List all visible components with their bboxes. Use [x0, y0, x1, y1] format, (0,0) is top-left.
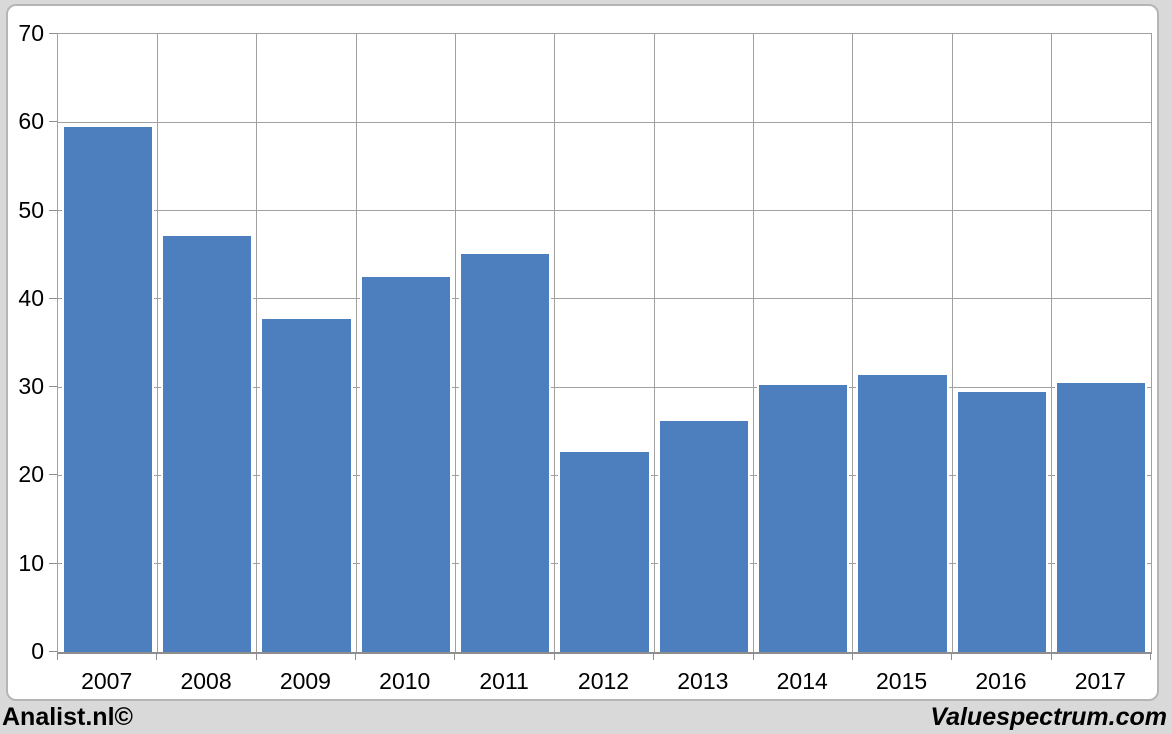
y-tick-mark [49, 386, 57, 388]
y-tick-label: 10 [18, 549, 44, 576]
y-tick-label: 20 [18, 461, 44, 488]
y-gridline [58, 298, 1151, 300]
y-gridline [58, 386, 1151, 388]
y-tick-mark [49, 297, 57, 299]
x-tick-label: 2017 [1074, 668, 1126, 694]
bar [260, 317, 353, 652]
x-tick-mark [951, 653, 953, 660]
x-tick-mark [752, 653, 754, 660]
x-gridline [256, 34, 258, 652]
bar [160, 234, 254, 652]
y-gridline [58, 121, 1151, 123]
y-tick-label: 50 [18, 196, 44, 223]
bar [61, 124, 154, 652]
bar [757, 382, 850, 652]
x-tick-label: 2013 [677, 668, 729, 694]
x-tick-mark [57, 653, 58, 660]
y-tick-mark [49, 562, 57, 564]
watermark-valuespectrum: Valuespectrum.com [930, 703, 1167, 731]
x-tick-mark [653, 653, 655, 660]
footer: Analist.nl© Valuespectrum.com [0, 701, 1172, 734]
x-tick-label: 2007 [81, 668, 133, 694]
x-tick-label: 2008 [180, 668, 232, 694]
y-tick-mark [49, 474, 57, 476]
bar [458, 252, 552, 652]
bar [558, 449, 651, 652]
y-tick-label: 60 [18, 108, 44, 135]
bar [657, 418, 751, 652]
x-gridline [554, 34, 556, 652]
y-tick-label: 40 [18, 284, 44, 311]
bar [1055, 380, 1148, 652]
y-tick-label: 30 [18, 373, 44, 400]
x-gridline [355, 34, 357, 652]
x-tick-mark [255, 653, 257, 660]
y-tick-mark [49, 33, 57, 34]
bar [856, 373, 949, 652]
x-gridline [852, 34, 854, 652]
y-tick-mark [49, 209, 57, 211]
plot-area [57, 33, 1152, 654]
x-tick-mark [156, 653, 158, 660]
x-gridline [753, 34, 755, 652]
x-tick-mark [1150, 653, 1151, 660]
y-tick-label: 70 [18, 20, 44, 46]
x-gridline [653, 34, 655, 652]
x-tick-label: 2011 [479, 668, 529, 694]
x-tick-mark [454, 653, 456, 660]
y-gridline [58, 210, 1151, 212]
x-gridline [156, 34, 158, 652]
x-tick-label: 2015 [876, 668, 928, 694]
x-gridline [454, 34, 456, 652]
y-tick-mark [49, 121, 57, 123]
x-tick-label: 2014 [776, 668, 828, 694]
bar [955, 389, 1049, 652]
x-tick-mark [1050, 653, 1052, 660]
x-tick-label: 2010 [379, 668, 431, 694]
x-tick-mark [851, 653, 853, 660]
y-tick-label: 0 [31, 638, 44, 664]
x-tick-label: 2016 [975, 668, 1027, 694]
bar [359, 275, 452, 652]
x-tick-label: 2012 [577, 668, 630, 694]
x-gridline [1051, 34, 1053, 652]
x-tick-mark [553, 653, 555, 660]
watermark-analist: Analist.nl© [2, 703, 133, 731]
chart-frame: 0 10 20 30 40 50 60 70 2007 2008 2009 2010 2011 2012 2… [6, 4, 1159, 701]
x-gridline [951, 34, 953, 652]
y-tick-mark [49, 651, 57, 652]
x-tick-label: 2009 [279, 668, 331, 694]
x-tick-mark [355, 653, 357, 660]
